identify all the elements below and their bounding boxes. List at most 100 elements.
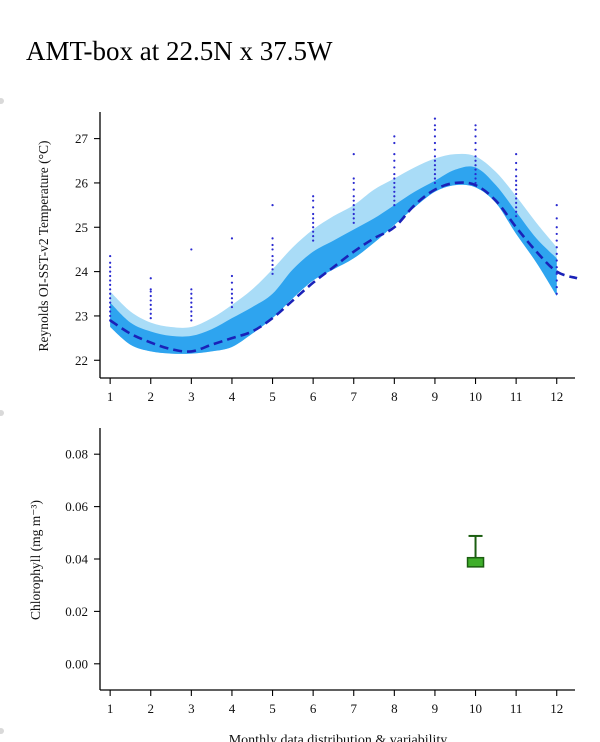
chl-chart: 1 2 3 4 5 6 7 8 9 10 11 12 0.000.020.040.060.08 Chl… <box>28 428 575 716</box>
footer-xlabel: Monthly data distribution & variability <box>229 733 448 742</box>
sst-data-point <box>555 286 558 289</box>
x-tick-label: 4 <box>229 389 236 404</box>
y-tick-label: 0.00 <box>65 656 88 671</box>
sst-data-point <box>352 181 355 185</box>
x-tick-label: 11 <box>510 389 523 404</box>
sst-data-point <box>312 235 315 238</box>
sst-data-point <box>109 266 112 269</box>
chl-box <box>466 556 485 568</box>
sst-data-point <box>515 188 518 191</box>
sst-mean-line <box>109 181 578 353</box>
sst-data-point <box>433 124 437 127</box>
chl-boxes <box>466 534 485 568</box>
y-tick-label: 0.06 <box>65 499 88 514</box>
sst-data-point <box>474 135 477 138</box>
sst-data-point <box>393 190 396 193</box>
y-tick-label: 0.02 <box>65 604 88 619</box>
sst-data-point <box>555 259 558 262</box>
sst-data-point <box>433 159 437 162</box>
sst-data-point <box>149 299 152 302</box>
sst-x-ticks: 1 2 3 4 5 6 7 8 9 10 11 12 <box>107 378 563 404</box>
sst-data-point <box>515 210 518 213</box>
x-tick-label: 12 <box>550 389 563 404</box>
sst-data-point <box>312 212 315 216</box>
sst-data-point <box>149 317 152 320</box>
y-tick-label: 23 <box>75 308 88 323</box>
sst-data-point <box>515 153 518 156</box>
x-tick-label: 10 <box>469 389 482 404</box>
sst-data-point <box>433 172 437 176</box>
y-tick-label: 24 <box>75 264 89 279</box>
sst-data-point <box>149 277 152 280</box>
sst-data-point <box>109 261 112 264</box>
sst-data-point <box>433 181 437 185</box>
sst-data-point <box>474 159 477 162</box>
sst-data-point <box>230 297 234 300</box>
sst-data-point <box>555 204 558 207</box>
sst-data-point <box>352 217 355 220</box>
x-tick-label: 4 <box>229 701 236 716</box>
x-tick-label: 5 <box>269 389 276 404</box>
sst-data-point <box>393 199 396 202</box>
sst-data-point <box>312 199 315 202</box>
sst-data-point <box>109 279 112 282</box>
y-tick-label: 27 <box>75 131 89 146</box>
sst-data-point <box>433 155 437 158</box>
sst-data-point <box>474 164 477 167</box>
y-tick-label: 26 <box>75 175 89 190</box>
sst-data-point <box>312 239 315 242</box>
x-tick-label: 8 <box>391 389 398 404</box>
y-tick-label: 0.04 <box>65 552 88 567</box>
sst-data-point <box>149 294 152 298</box>
sst-data-point <box>393 166 396 169</box>
sst-data-point <box>271 254 274 258</box>
sst-data-point <box>555 252 558 255</box>
sst-data-point <box>555 217 558 220</box>
sst-data-point <box>393 204 396 207</box>
sst-data-point <box>555 279 558 282</box>
sst-data-point <box>109 254 112 258</box>
sst-data-point <box>271 268 274 271</box>
sst-data-point <box>190 301 193 304</box>
sst-data-point <box>474 172 477 176</box>
sst-data-point <box>515 184 518 187</box>
x-tick-label: 7 <box>350 701 357 716</box>
y-tick-label: 0.08 <box>65 447 88 462</box>
sst-data-point <box>474 124 477 127</box>
sst-data-point <box>109 292 112 295</box>
sst-data-point <box>312 226 315 229</box>
sst-data-point <box>555 239 558 242</box>
x-tick-label: 2 <box>147 701 154 716</box>
sst-data-point <box>515 168 518 171</box>
x-tick-label: 8 <box>391 701 398 716</box>
sst-data-point <box>230 305 234 309</box>
x-tick-label: 1 <box>107 701 114 716</box>
sst-data-point <box>149 288 152 291</box>
x-tick-label: 6 <box>310 701 317 716</box>
sst-data-point <box>109 310 112 313</box>
sst-data-point <box>271 243 274 247</box>
sst-data-point <box>109 270 112 273</box>
x-tick-label: 3 <box>188 389 195 404</box>
sst-data-point <box>352 208 355 211</box>
y-tick-label: 25 <box>75 220 88 235</box>
sst-data-point <box>555 266 558 269</box>
x-tick-label: 5 <box>269 701 276 716</box>
sst-data-point <box>271 259 274 262</box>
x-tick-label: 6 <box>310 389 317 404</box>
sst-data-point <box>393 141 396 145</box>
sst-data-point <box>555 246 558 249</box>
sst-data-point <box>312 195 315 198</box>
sst-data-point <box>352 204 355 207</box>
sst-data-point <box>515 206 518 209</box>
sst-data-point <box>109 274 112 278</box>
page-title: AMT-box at 22.5N x 37.5W <box>26 36 333 66</box>
sst-data-point <box>109 288 112 291</box>
chl-y-axis-label: Chlorophyll (mg m⁻³) <box>28 500 43 620</box>
margin-marker-top <box>0 98 4 104</box>
chl-box-month-10 <box>466 534 485 568</box>
sst-data-point <box>393 186 396 189</box>
sst-data-point <box>433 177 437 180</box>
